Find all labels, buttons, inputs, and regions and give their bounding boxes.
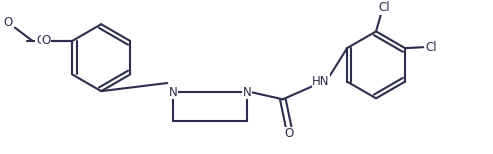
Text: Cl: Cl: [379, 2, 390, 14]
Text: O: O: [284, 127, 293, 140]
Text: O: O: [36, 34, 45, 47]
Text: O: O: [3, 16, 12, 29]
Text: N: N: [169, 86, 177, 99]
Text: HN: HN: [313, 75, 330, 88]
Text: N: N: [243, 86, 251, 99]
Text: Cl: Cl: [425, 41, 437, 54]
Text: O: O: [41, 34, 51, 47]
